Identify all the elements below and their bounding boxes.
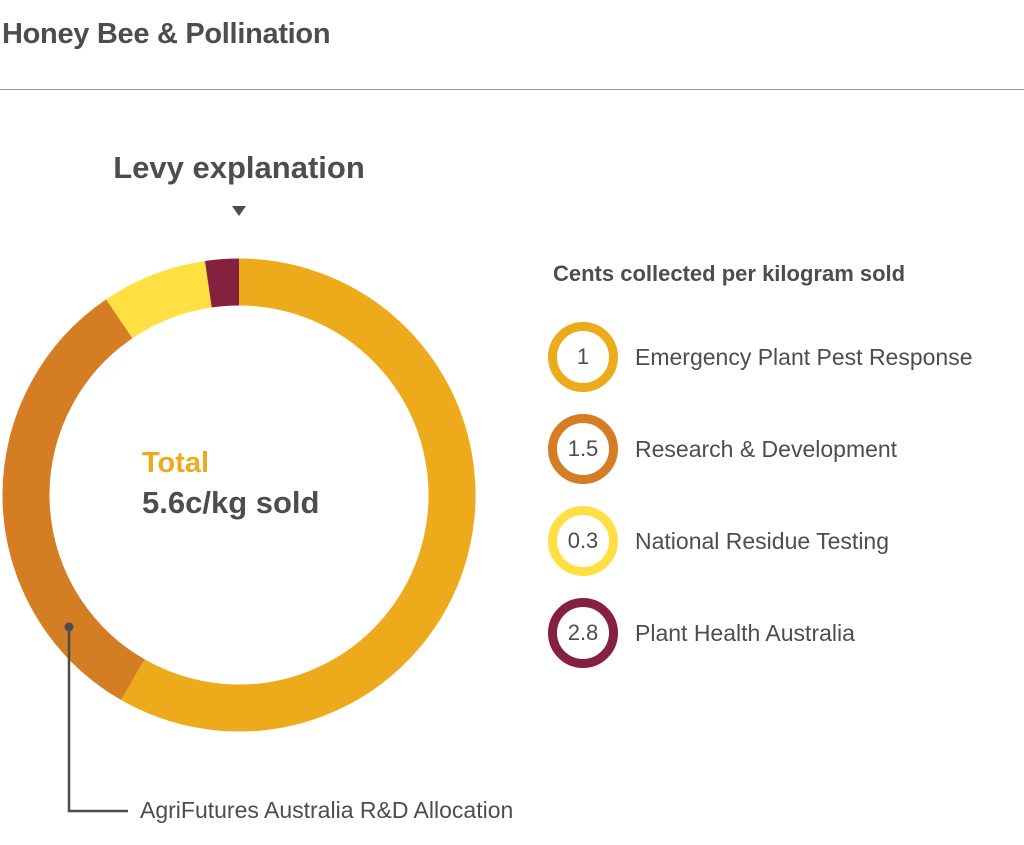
divider xyxy=(0,89,1024,90)
page-title: Honey Bee & Pollination xyxy=(2,18,331,50)
donut-segment xyxy=(106,260,213,339)
chart-title: Levy explanation xyxy=(113,150,365,185)
legend-item: 1 Emergency Plant Pest Response xyxy=(548,322,973,392)
annotation-label: AgriFutures Australia R&D Allocation xyxy=(140,797,514,823)
triangle-down-icon xyxy=(232,206,246,216)
legend-label: Research & Development xyxy=(635,435,898,462)
legend-title: Cents collected per kilogram sold xyxy=(553,261,906,286)
annotation-leader-line xyxy=(67,627,128,813)
legend-value-badge: 0.3 xyxy=(548,506,618,576)
legend-value-badge: 1.5 xyxy=(548,414,618,484)
legend-label: Plant Health Australia xyxy=(635,619,855,646)
legend-item: 0.3 National Residue Testing xyxy=(548,506,889,576)
center-total-value: 5.6c/kg sold xyxy=(142,485,320,520)
legend-item: 2.8 Plant Health Australia xyxy=(548,598,855,668)
donut-segment xyxy=(121,258,476,732)
legend-value-badge: 2.8 xyxy=(548,598,618,668)
donut-segment xyxy=(2,299,145,701)
legend-label: National Residue Testing xyxy=(635,527,890,554)
center-total-label: Total xyxy=(142,447,210,479)
legend-label: Emergency Plant Pest Response xyxy=(635,343,973,370)
legend-value-badge: 1 xyxy=(548,322,618,392)
legend-item: 1.5 Research & Development xyxy=(548,414,897,484)
donut-segment xyxy=(204,258,240,308)
